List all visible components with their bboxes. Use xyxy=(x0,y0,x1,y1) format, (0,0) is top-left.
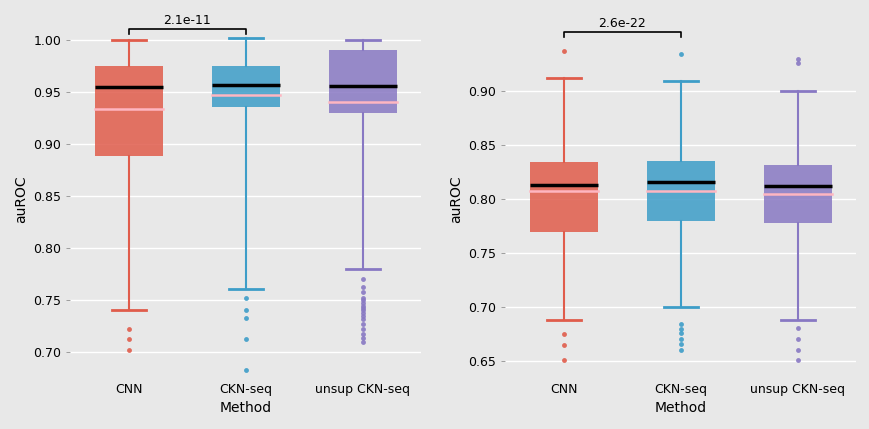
PathPatch shape xyxy=(529,162,597,232)
Text: 2.1e-11: 2.1e-11 xyxy=(163,14,211,27)
PathPatch shape xyxy=(212,66,279,107)
X-axis label: Method: Method xyxy=(220,401,271,415)
X-axis label: Method: Method xyxy=(654,401,706,415)
PathPatch shape xyxy=(95,66,163,156)
Y-axis label: auROC: auROC xyxy=(448,175,462,223)
PathPatch shape xyxy=(328,50,396,112)
PathPatch shape xyxy=(647,160,713,221)
PathPatch shape xyxy=(763,165,831,223)
Y-axis label: auROC: auROC xyxy=(14,175,28,223)
Text: 2.6e-22: 2.6e-22 xyxy=(598,17,646,30)
